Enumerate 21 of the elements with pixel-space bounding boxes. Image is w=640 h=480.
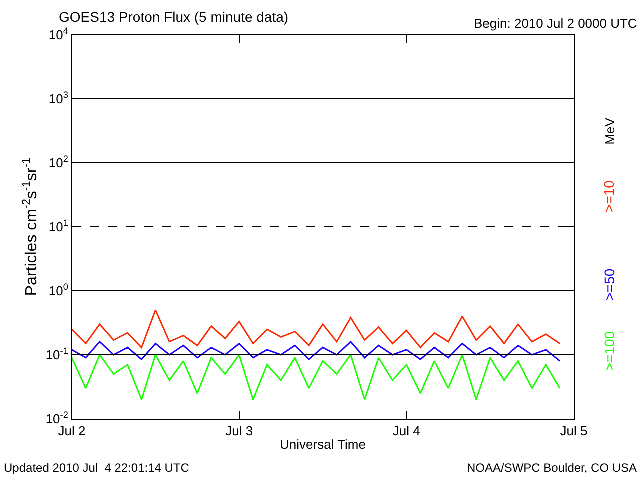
- legend-title: MeV: [602, 118, 618, 145]
- text: >=100: [601, 331, 618, 372]
- x-axis-title: Universal Time: [280, 437, 366, 452]
- y-tick-label: 10$^{1}$: [48, 218, 68, 235]
- y-tick-label: 10$^{0}$: [48, 282, 68, 299]
- text: NOAA/SWPC Boulder, CO USA: [467, 461, 638, 475]
- text: Updated 2010 Jul 4 22:01:14 UTC: [4, 461, 190, 475]
- chart-title: GOES13 Proton Flux (5 minute data): [59, 9, 289, 25]
- x-tick-label: Jul 4: [392, 424, 420, 439]
- text: >=50: [602, 268, 618, 301]
- line-series: [72, 354, 561, 400]
- chart-subtitle: Begin: 2010 Jul 2 0000 UTC: [474, 16, 638, 31]
- y-tick-label: 10$^{4}$: [48, 26, 68, 43]
- text: >=10: [600, 180, 617, 212]
- y-tick-label: 10$^{3}$: [48, 90, 68, 107]
- x-tick-label: Jul 3: [226, 424, 254, 439]
- x-tick-label: Jul 5: [560, 424, 588, 439]
- y-tick-label: 10$^{-1}$: [46, 346, 68, 363]
- line-series: [72, 310, 561, 348]
- y-tick-label: 10$^{2}$: [48, 154, 68, 171]
- line-series: [72, 341, 561, 362]
